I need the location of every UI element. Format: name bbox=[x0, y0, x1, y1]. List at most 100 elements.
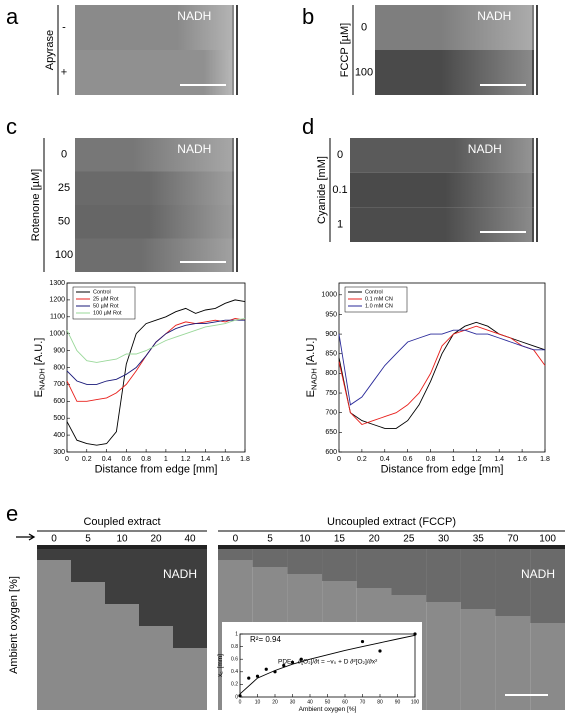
image-dark bbox=[322, 545, 357, 581]
x-tick-label: 0.8 bbox=[141, 456, 151, 463]
column-label: 5 bbox=[267, 534, 273, 545]
image-bright bbox=[203, 50, 232, 95]
row-label: 0 bbox=[337, 149, 343, 161]
y-tick-label: 0.4 bbox=[231, 669, 238, 675]
image-top-edge bbox=[37, 545, 207, 549]
column-label: 70 bbox=[507, 534, 519, 545]
y-tick-label: 1200 bbox=[49, 297, 65, 304]
y-axis-label-main: E bbox=[305, 390, 317, 397]
x-tick-label: 70 bbox=[360, 699, 366, 705]
x-axis-label: Distance from edge [mm] bbox=[95, 463, 218, 475]
series-line bbox=[338, 329, 545, 406]
y-tick-label: 900 bbox=[53, 347, 65, 354]
x-tick-label: 0.4 bbox=[380, 456, 390, 463]
y-axis-label: xc [mm] bbox=[217, 654, 224, 677]
series-line bbox=[338, 325, 546, 426]
column-label: 20 bbox=[150, 534, 162, 545]
image-dark bbox=[426, 545, 461, 602]
stain-label: NADH bbox=[177, 9, 211, 23]
image-bright bbox=[445, 207, 532, 242]
row-label: 0 bbox=[61, 149, 67, 161]
fit-line bbox=[239, 634, 416, 695]
image-bright bbox=[149, 205, 232, 239]
column-label: 30 bbox=[438, 534, 450, 545]
axis-label: Apyrase bbox=[44, 30, 56, 70]
legend-label: Control bbox=[93, 289, 111, 295]
data-point bbox=[282, 663, 286, 668]
x-tick-label: 0.2 bbox=[357, 456, 367, 463]
image-bright bbox=[441, 5, 532, 50]
y-tick-label: 1100 bbox=[50, 314, 65, 321]
legend-label: 0.1 mM CN bbox=[365, 296, 393, 302]
y-axis-label-unit: [A.U.] bbox=[305, 338, 317, 366]
data-point bbox=[247, 676, 251, 680]
annotation: R²= 0.94 bbox=[250, 635, 281, 644]
x-tick-label: 0 bbox=[239, 699, 242, 705]
column-label: 0 bbox=[233, 534, 239, 545]
equation: ∂[O₂]/∂t = −v₀ + D ∂²[O₂]/∂x² bbox=[298, 659, 378, 666]
arrow bbox=[16, 533, 36, 541]
y-axis-label: ENADH [A.U.] bbox=[305, 338, 318, 398]
plot-frame bbox=[338, 282, 546, 453]
image-bright bbox=[441, 50, 532, 95]
column-label: 5 bbox=[85, 534, 91, 545]
stain-label: NADH bbox=[468, 142, 502, 156]
image-dark bbox=[139, 545, 173, 626]
y-tick-label: 700 bbox=[53, 381, 65, 388]
y-tick-label: 700 bbox=[325, 410, 337, 417]
row-label: + bbox=[61, 66, 67, 78]
row-label: 25 bbox=[58, 182, 70, 194]
row-label: 100 bbox=[55, 249, 73, 261]
image-dark bbox=[356, 545, 392, 588]
image-bright bbox=[141, 238, 232, 272]
column-label: 10 bbox=[299, 534, 311, 545]
x-tick-label: 0 bbox=[337, 456, 341, 463]
x-axis-label: Distance from edge [mm] bbox=[381, 463, 504, 475]
row-label: 100 bbox=[355, 66, 373, 78]
data-point bbox=[290, 660, 295, 664]
row-label: - bbox=[62, 21, 66, 33]
y-tick-label: 800 bbox=[325, 370, 337, 377]
column-label: 35 bbox=[473, 534, 485, 545]
y-tick-label: 800 bbox=[53, 364, 65, 371]
y-tick-label: 500 bbox=[53, 415, 65, 422]
legend-label: 100 µM Rot bbox=[93, 310, 122, 316]
image-dark bbox=[173, 545, 207, 648]
x-tick-label: 1 bbox=[451, 456, 455, 463]
row-label: 1 bbox=[337, 219, 343, 231]
image-column bbox=[37, 545, 71, 710]
x-tick-label: 1 bbox=[164, 456, 168, 463]
y-tick-label: 300 bbox=[53, 449, 65, 456]
x-tick-label: 20 bbox=[272, 699, 278, 705]
column-label: 40 bbox=[184, 534, 196, 545]
image-top-edge bbox=[218, 545, 565, 549]
column-label: 10 bbox=[116, 534, 128, 545]
image-dark bbox=[460, 545, 496, 609]
y-axis-label: ENADH [A.U.] bbox=[33, 338, 46, 398]
data-point bbox=[299, 657, 303, 661]
y-axis-label-unit: [mm] bbox=[217, 654, 224, 669]
column-label: 0 bbox=[51, 534, 57, 545]
series-line bbox=[66, 299, 246, 446]
inset-background bbox=[222, 622, 422, 713]
y-axis-label-sub: c bbox=[219, 671, 224, 674]
y-tick-label: 1300 bbox=[49, 280, 65, 287]
x-tick-label: 0.6 bbox=[403, 456, 413, 463]
data-point bbox=[413, 632, 417, 636]
x-tick-label: 50 bbox=[325, 699, 331, 705]
y-tick-label: 950 bbox=[325, 311, 337, 318]
x-tick-label: 1.4 bbox=[494, 456, 504, 463]
x-axis-label: Ambient oxygen [%] bbox=[299, 706, 357, 713]
y-tick-label: 600 bbox=[53, 398, 65, 405]
y-tick-label: 0 bbox=[235, 694, 238, 700]
series-line bbox=[66, 318, 246, 363]
legend-label: Control bbox=[365, 289, 383, 295]
x-tick-label: 100 bbox=[411, 699, 420, 705]
panel-label: e bbox=[6, 501, 18, 526]
stain-label: NADH bbox=[521, 567, 555, 581]
x-tick-label: 0.6 bbox=[121, 456, 131, 463]
x-tick-label: 1.2 bbox=[181, 456, 191, 463]
x-tick-label: 40 bbox=[307, 699, 313, 705]
y-axis-label-sub: NADH bbox=[37, 368, 46, 390]
panel-label: a bbox=[6, 4, 19, 29]
